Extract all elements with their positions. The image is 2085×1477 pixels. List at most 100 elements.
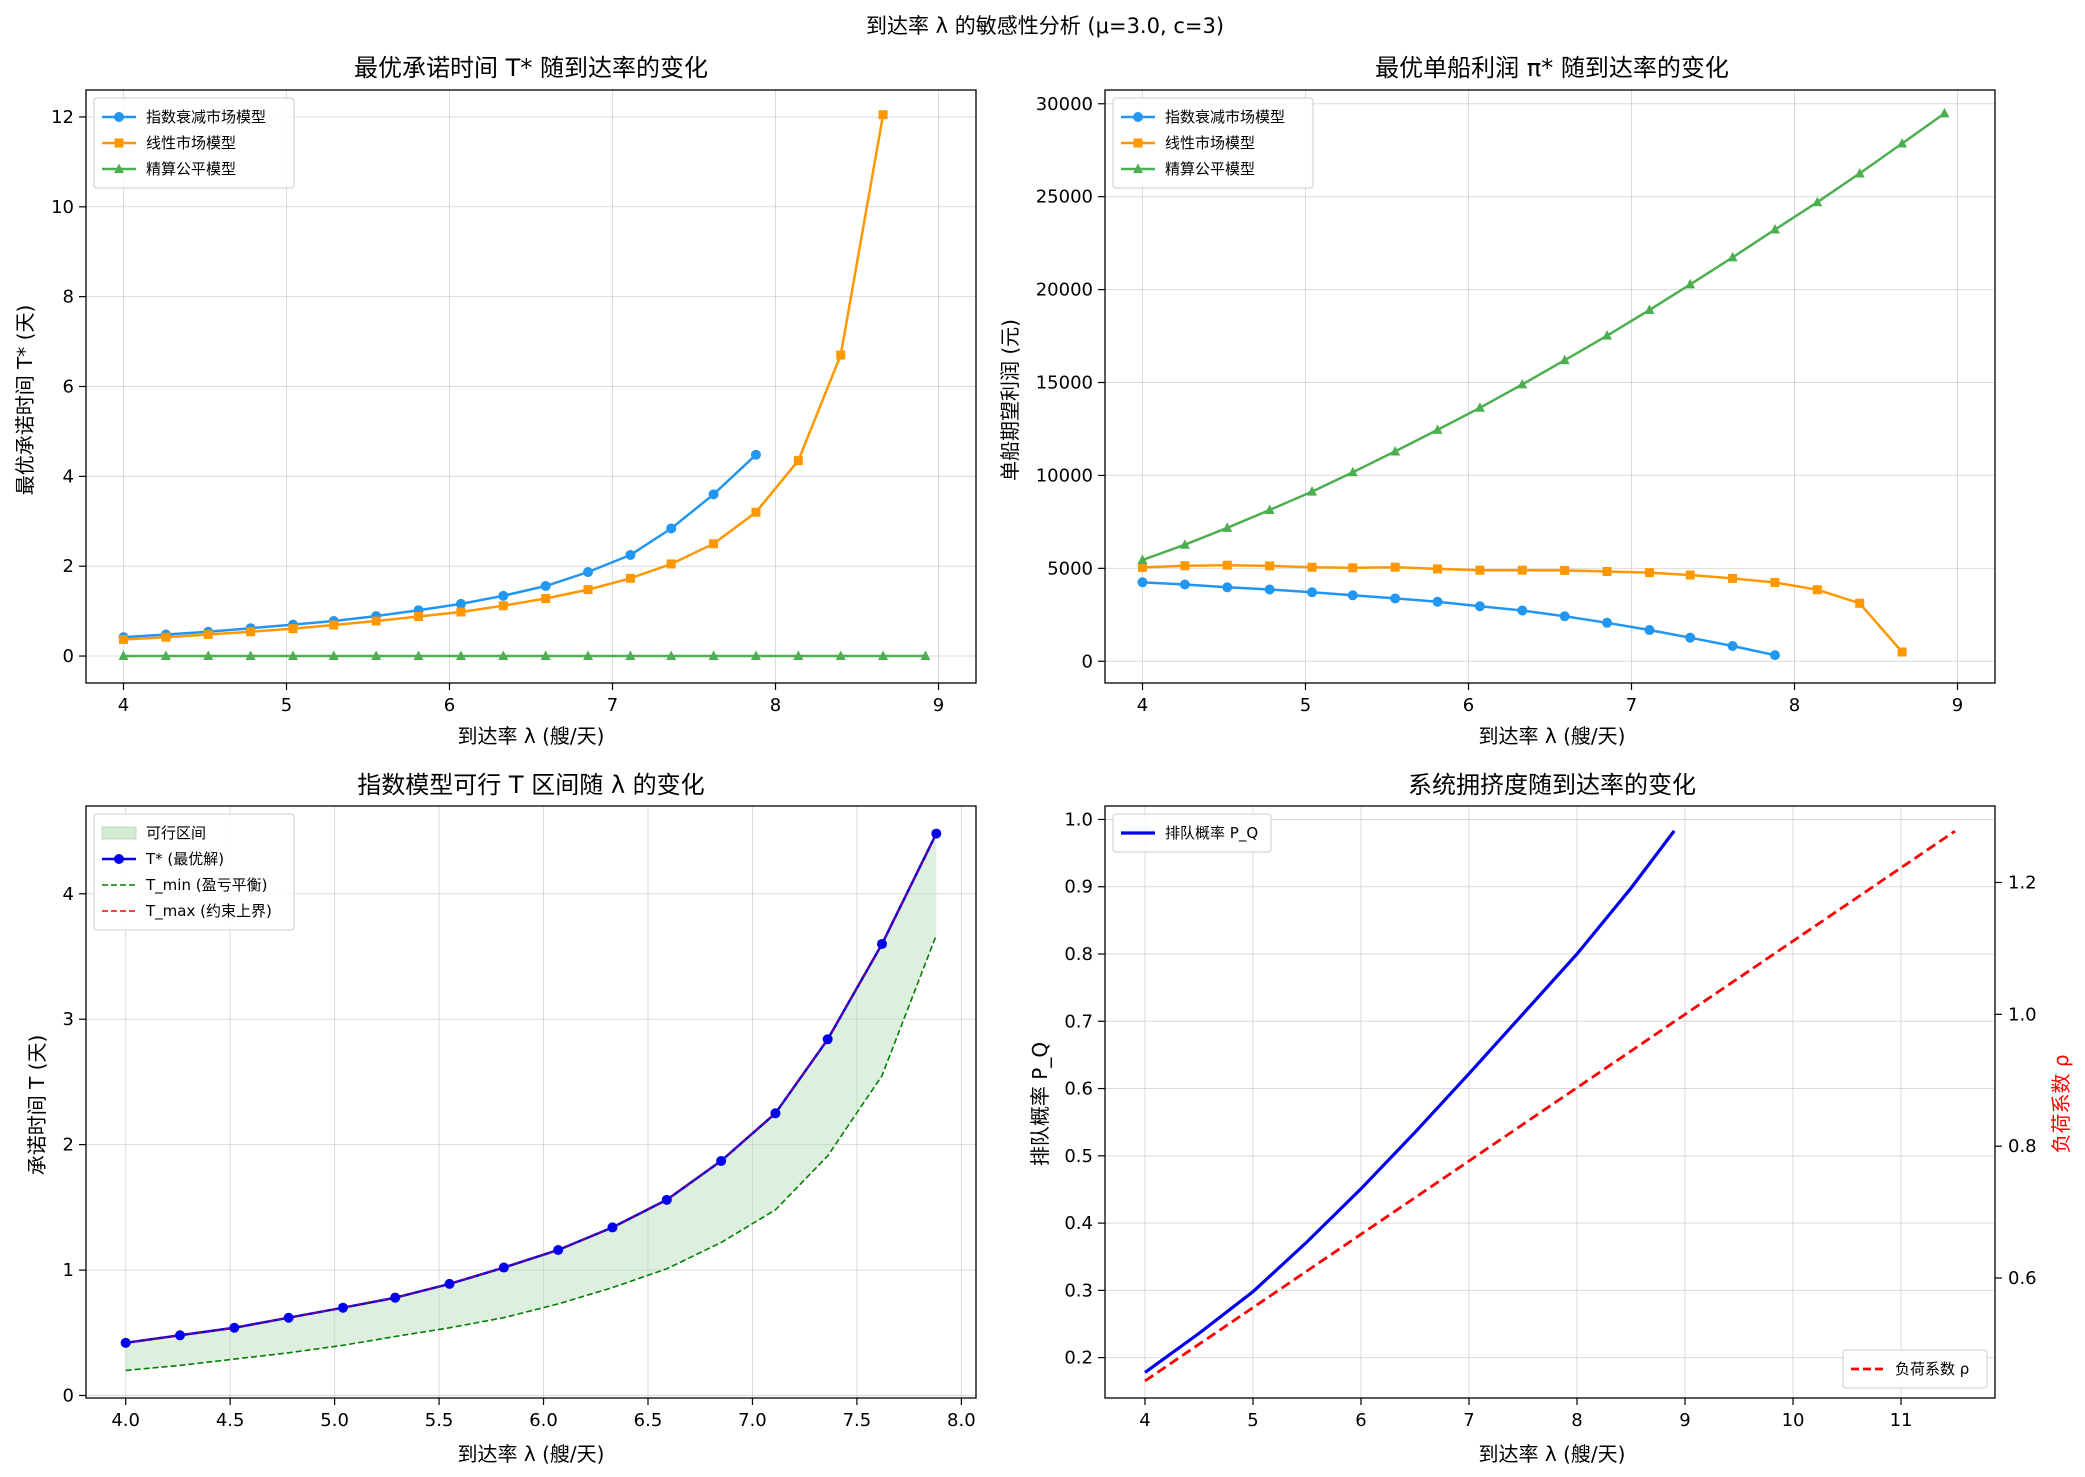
panel-3-legend-label-0: 可行区间	[146, 824, 206, 842]
panel-2-ytick-label-4: 20000	[1036, 280, 1093, 301]
panel-3-legend-box	[93, 813, 295, 931]
panel-3-xtick-label-7: 7.5	[843, 1410, 872, 1431]
data-point	[1265, 561, 1275, 571]
panel-4-legend-label-0: 排队概率 P_Q	[1165, 824, 1258, 843]
panel-1-ytick-label-1: 2	[63, 556, 74, 577]
panel-3-legend-swatch-0	[101, 826, 137, 840]
panel-4-title: 系统拥挤度随到达率的变化	[1408, 771, 1696, 799]
data-point	[583, 567, 594, 578]
panel-2-legend-label-2: 精算公平模型	[1165, 160, 1255, 178]
data-point	[328, 650, 339, 661]
panel-3-xtick-label-8: 8.0	[947, 1410, 976, 1431]
data-point	[708, 650, 719, 661]
panel-2-ytick-label-2: 10000	[1036, 465, 1093, 486]
data-point	[245, 650, 256, 661]
series-line	[123, 114, 885, 641]
panel-1-legend-marker-2	[114, 163, 124, 173]
panel-4-xtick-label-6: 10	[1782, 1410, 1805, 1431]
data-point	[1517, 565, 1527, 575]
series-line	[1142, 581, 1776, 657]
data-point	[118, 634, 128, 644]
data-point	[1433, 564, 1443, 574]
data-point	[1348, 563, 1358, 573]
data-point	[1432, 596, 1443, 607]
panel-2-xtick-label-2: 6	[1463, 695, 1474, 716]
data-point	[625, 573, 635, 583]
data-point	[583, 585, 593, 595]
panel-1-frame	[85, 89, 977, 684]
data-point	[229, 1322, 240, 1333]
data-point	[246, 627, 256, 637]
data-point	[793, 650, 804, 661]
panel-4-xtick-label-5: 9	[1679, 1410, 1690, 1431]
panel-3-xtick-label-0: 4.0	[111, 1410, 140, 1431]
panel-3-frame	[85, 805, 977, 1399]
data-point	[414, 612, 424, 622]
panel-4-ytick-label-3: 0.5	[1064, 1146, 1093, 1167]
panel-3-xtick-label-6: 7.0	[738, 1410, 767, 1431]
data-point	[1347, 466, 1358, 477]
panel-2-frame	[1104, 89, 1996, 684]
data-point	[288, 624, 298, 634]
data-point	[1307, 562, 1317, 572]
data-point	[455, 650, 466, 661]
data-point	[1222, 560, 1232, 570]
data-point	[456, 607, 466, 617]
data-point	[1474, 601, 1485, 612]
panel-4-ytick-right-label-0: 0.6	[2008, 1268, 2037, 1289]
data-point	[498, 601, 508, 611]
data-point	[1855, 598, 1865, 608]
panel-3-legend-label-2: T_min (盈亏平衡)	[145, 876, 267, 895]
data-point	[709, 539, 719, 549]
panel-4-ytick-label-6: 0.8	[1064, 944, 1093, 965]
data-point	[1644, 304, 1655, 315]
data-point	[1602, 566, 1612, 576]
data-point	[540, 650, 551, 661]
data-point	[455, 598, 466, 609]
panel-4-ytick-label-0: 0.2	[1064, 1348, 1093, 1369]
panel-2-ytick-label-0: 0	[1082, 651, 1093, 672]
data-point	[160, 650, 171, 661]
data-point	[1602, 617, 1613, 628]
data-point	[1559, 354, 1570, 365]
panel-2-legend-label-0: 指数衰减市场模型	[1165, 108, 1285, 126]
panel-3-legend-label-3: T_max (约束上界)	[145, 902, 272, 921]
data-point	[607, 1222, 618, 1233]
data-point	[1179, 539, 1190, 549]
data-point	[1644, 568, 1654, 578]
panel-4-xtick-label-1: 5	[1247, 1410, 1258, 1431]
panel-3-xtick-label-4: 6.0	[529, 1410, 558, 1431]
panel-4-xtick-label-2: 6	[1355, 1410, 1366, 1431]
panel-2-grid	[1105, 90, 1995, 683]
panel-1-legend-label-0: 指数衰减市场模型	[146, 108, 266, 126]
data-point	[1854, 167, 1865, 178]
panel-4-xtick-label-3: 7	[1463, 1410, 1474, 1431]
data-point	[541, 594, 551, 604]
data-point	[1812, 196, 1823, 207]
panel-1-legend-box	[93, 97, 295, 189]
data-point	[120, 1337, 131, 1348]
data-point	[1897, 138, 1908, 148]
panel-2-xtick-label-4: 8	[1789, 695, 1800, 716]
data-point	[203, 629, 213, 639]
panel-4-ylabel: 排队概率 P_Q	[1028, 1042, 1052, 1166]
panel-1-ytick-label-4: 8	[63, 287, 74, 308]
data-point	[1770, 577, 1780, 587]
data-point	[751, 507, 761, 517]
panel-optimal-profit: 最优单船利润 π* 随到达率的变化 到达率 λ (艘/天) 单船期望利润 (元)…	[998, 54, 1996, 748]
data-point	[1390, 562, 1400, 572]
data-point	[625, 549, 636, 560]
data-point	[920, 650, 931, 661]
data-point	[1685, 278, 1696, 289]
panel-4-xtick-label-0: 4	[1139, 1410, 1150, 1431]
data-point	[666, 523, 677, 534]
panel-1-ylabel: 最优承诺时间 T* (天)	[13, 305, 37, 496]
panel-2-ytick-label-6: 30000	[1036, 94, 1093, 115]
data-point	[118, 650, 129, 661]
data-point	[1180, 561, 1190, 571]
panel-1-series-3	[118, 650, 931, 661]
panel-1-legend-label-2: 精算公平模型	[146, 160, 236, 178]
panel-1-legend-label-1: 线性市场模型	[146, 134, 236, 152]
data-point	[770, 1108, 781, 1119]
panel-2-title: 最优单船利润 π* 随到达率的变化	[1375, 54, 1729, 82]
